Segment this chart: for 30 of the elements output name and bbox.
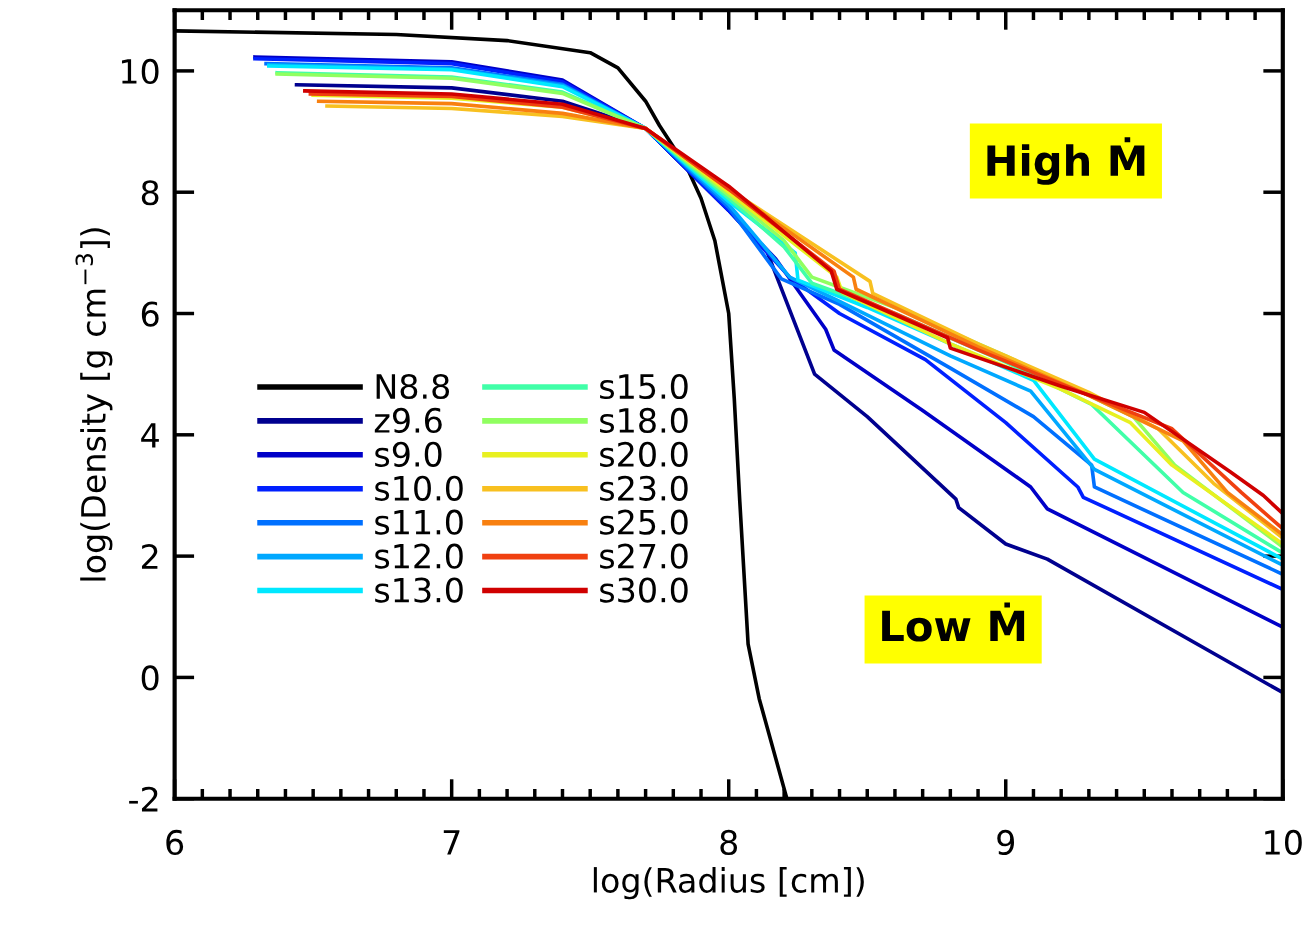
x-axis-title: log(Radius [cm]) [593, 867, 864, 900]
y-tick-label: -2 [129, 786, 158, 812]
y-axis-title: log(Density [g cm$^{−3}$]) [75, 228, 113, 581]
y-tick-label: 8 [141, 180, 159, 206]
legend-label: s9.0 [375, 441, 442, 467]
x-tick-label: 6 [166, 829, 184, 856]
legend-label: z9.6 [374, 407, 442, 434]
annotation: High Ṁ [987, 137, 1145, 185]
y-tick-label: 10 [121, 58, 159, 85]
legend-label: s25.0 [600, 509, 688, 535]
y-tick-label: 4 [141, 423, 159, 448]
x-tick-label: 7 [443, 830, 460, 855]
legend-label: s11.0 [375, 509, 463, 535]
annotation: Low Ṁ [882, 602, 1025, 642]
legend-label: s15.0 [600, 373, 688, 400]
legend-label: s13.0 [375, 577, 463, 603]
x-tick-label: 9 [997, 829, 1015, 856]
legend-label: s30.0 [600, 577, 688, 603]
x-tick-label: 8 [720, 829, 738, 856]
legend-label: s10.0 [375, 475, 463, 501]
y-tick-label: 6 [141, 301, 159, 327]
y-tick-label: 0 [141, 665, 159, 691]
legend-label: s27.0 [600, 543, 688, 569]
y-tick-label: 2 [141, 544, 158, 569]
legend-label: s12.0 [375, 543, 463, 569]
legend-label: s20.0 [600, 441, 688, 467]
x-tick-label: 10 [1265, 829, 1302, 856]
legend-label: s23.0 [600, 475, 688, 501]
legend-label: N8.8 [376, 373, 450, 400]
legend-label: s18.0 [600, 407, 688, 434]
